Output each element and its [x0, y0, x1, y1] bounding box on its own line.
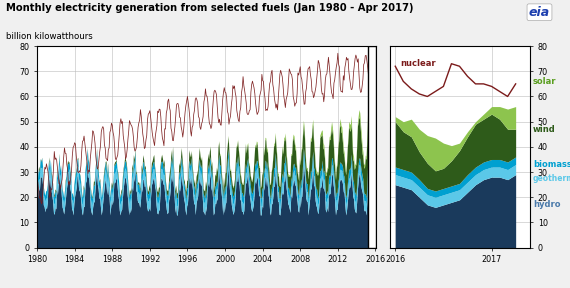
- Text: nuclear: nuclear: [400, 59, 435, 68]
- Text: biomass: biomass: [533, 160, 570, 169]
- Text: billion kilowatthours: billion kilowatthours: [6, 32, 92, 41]
- Bar: [368, 46, 376, 248]
- Text: Monthly electricity generation from selected fuels (Jan 1980 - Apr 2017): Monthly electricity generation from sele…: [6, 3, 413, 13]
- Text: eia: eia: [529, 6, 550, 19]
- Text: hydro: hydro: [533, 200, 560, 209]
- Text: wind: wind: [533, 125, 556, 134]
- Text: solar: solar: [533, 77, 556, 86]
- Text: geothermal: geothermal: [533, 174, 570, 183]
